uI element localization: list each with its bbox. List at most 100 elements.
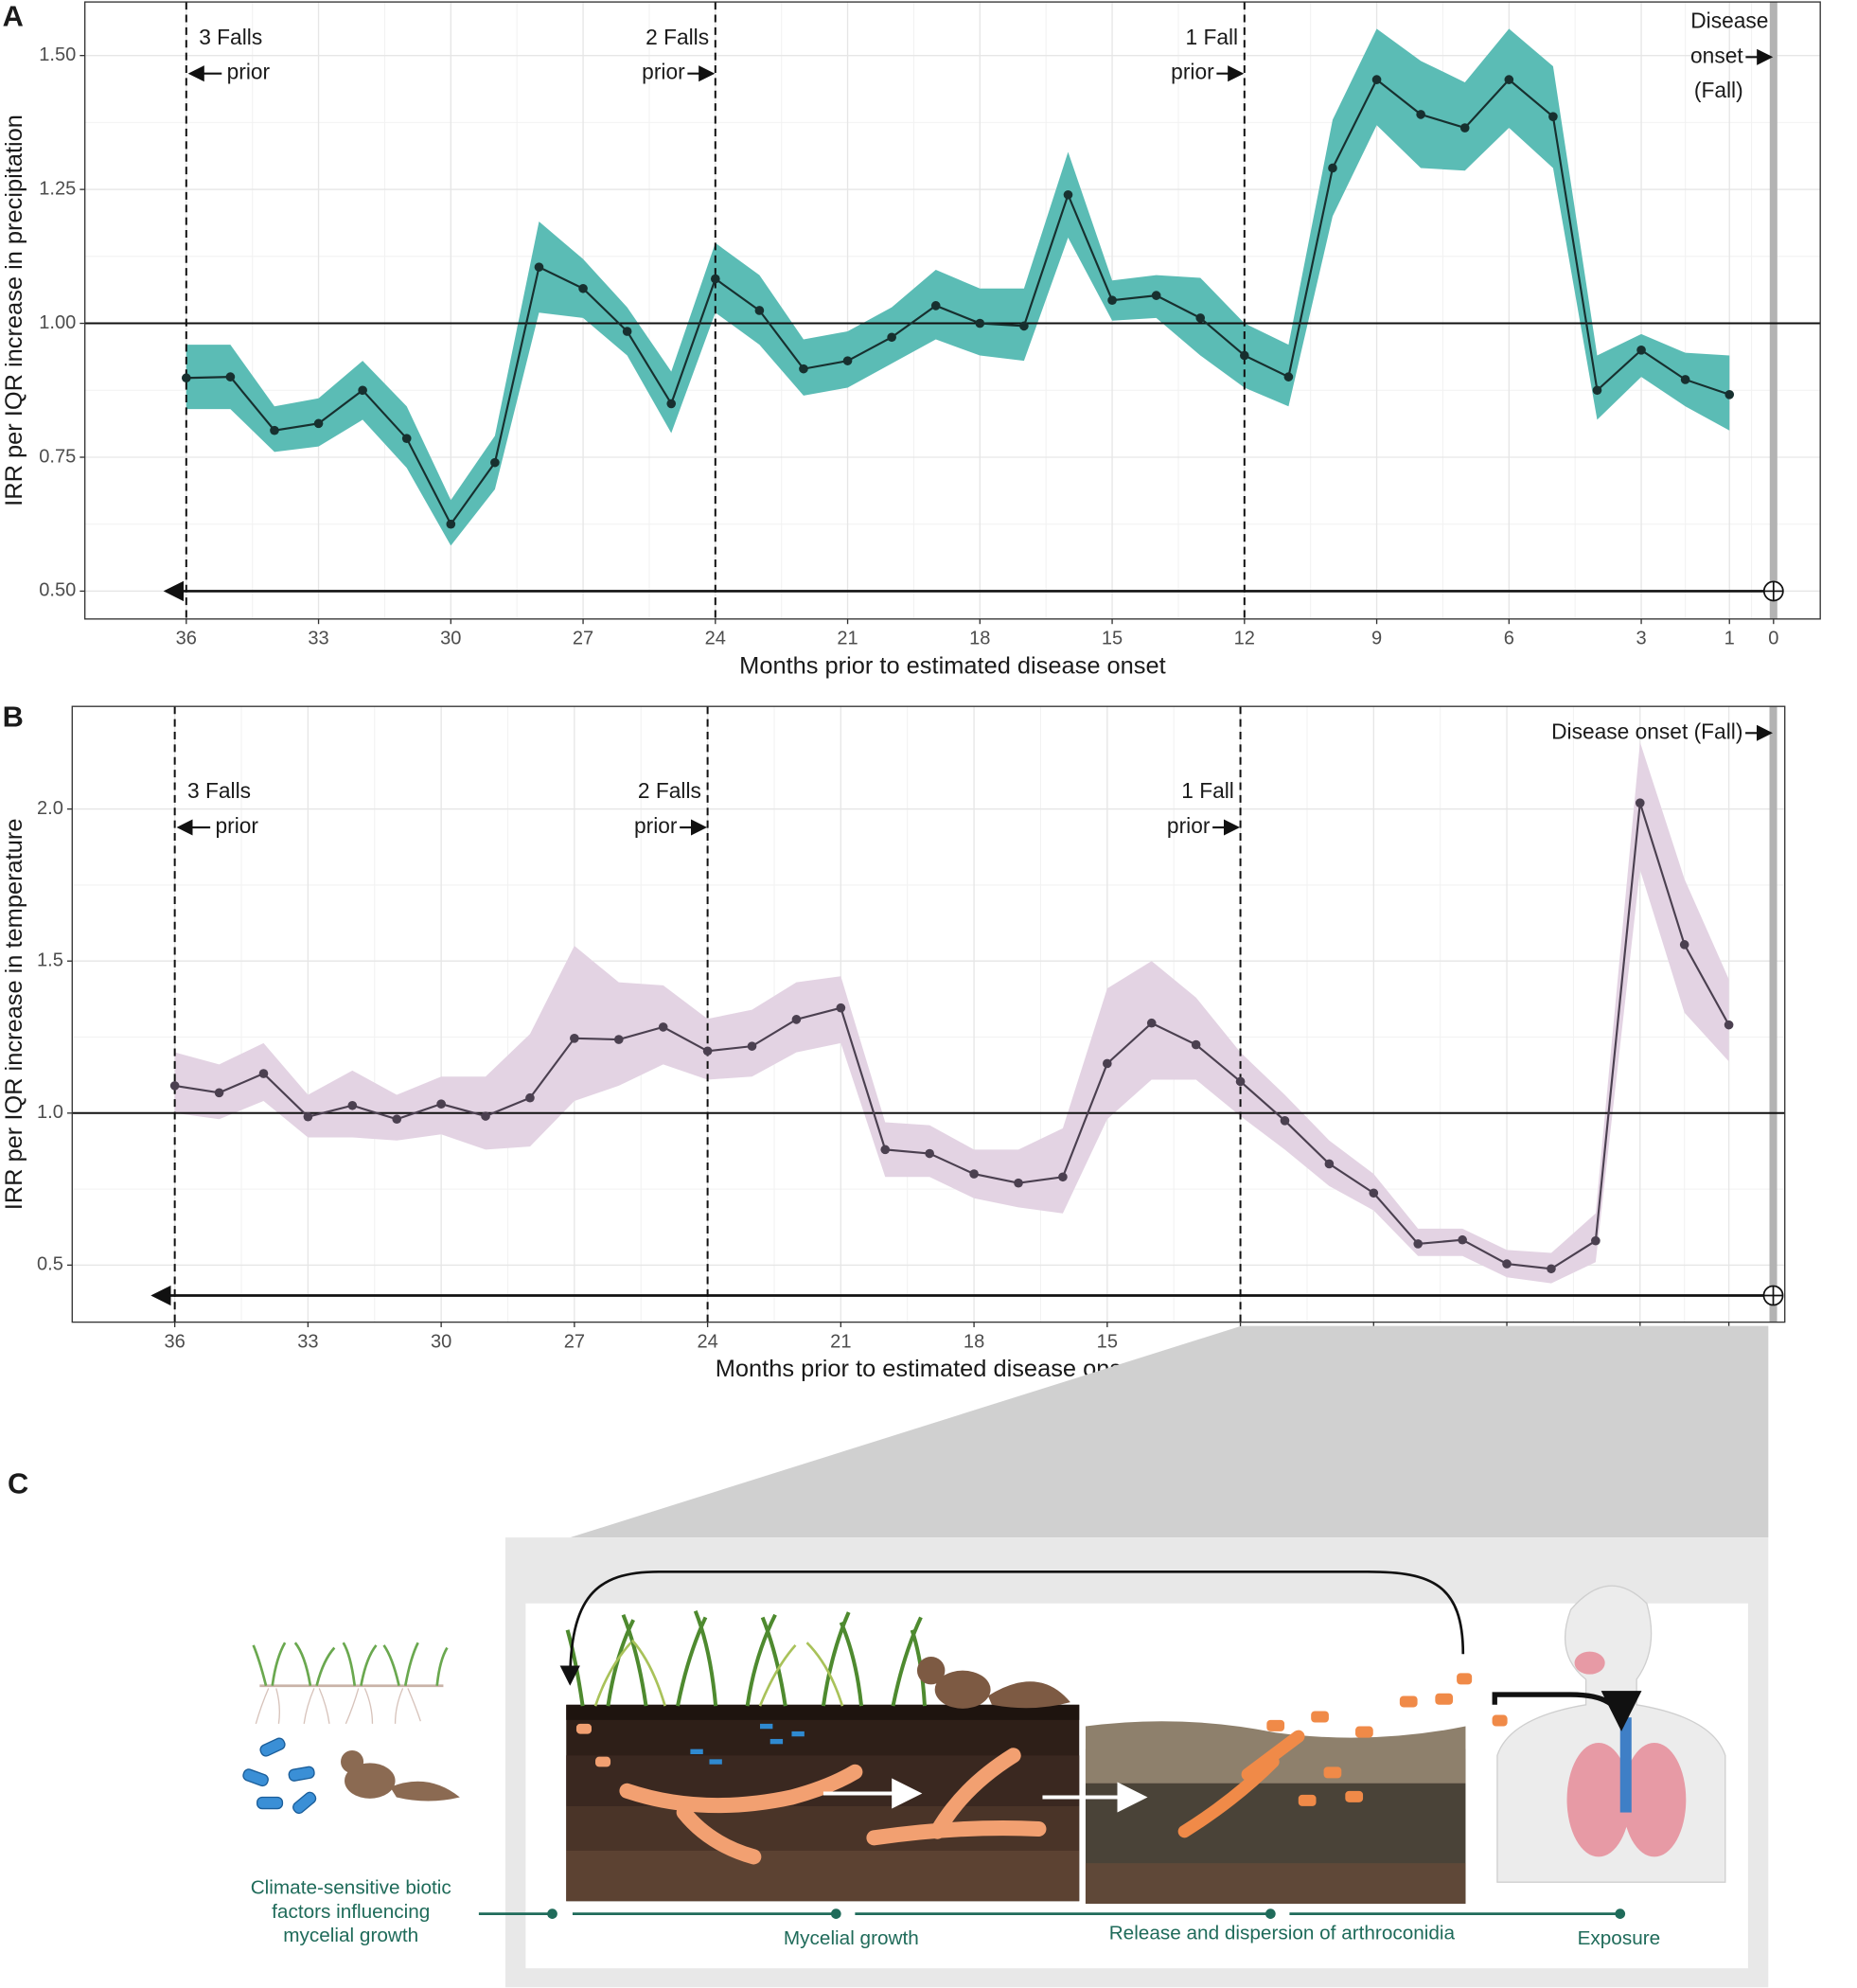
data-point — [1151, 291, 1161, 300]
annotation: prior — [215, 813, 258, 838]
data-point — [1369, 1188, 1379, 1198]
data-point — [525, 1092, 535, 1103]
data-point — [1328, 163, 1337, 173]
annotation: onset — [1690, 43, 1743, 67]
data-point — [1416, 110, 1425, 119]
data-point — [1458, 1234, 1467, 1245]
data-point — [225, 372, 236, 382]
data-point — [1547, 1264, 1556, 1274]
data-point — [1146, 1018, 1157, 1028]
data-point — [1283, 372, 1294, 382]
data-point — [836, 1003, 846, 1013]
panel-label: A — [3, 0, 24, 33]
data-point — [303, 1111, 313, 1122]
data-point — [270, 425, 279, 435]
x-tick-label: 15 — [1102, 629, 1123, 649]
data-point — [1014, 1178, 1023, 1188]
panel-label: B — [3, 701, 24, 734]
data-point — [1680, 375, 1690, 384]
x-tick-label: 33 — [308, 629, 328, 649]
data-point — [799, 364, 808, 374]
data-point — [754, 306, 765, 315]
data-point — [313, 418, 324, 429]
data-point — [975, 318, 985, 328]
data-point — [887, 332, 896, 343]
stage-label: Mycelial growth — [784, 1927, 919, 1949]
data-point — [747, 1041, 757, 1051]
data-point — [1504, 75, 1514, 84]
data-point — [1502, 1259, 1512, 1269]
data-point — [702, 1046, 713, 1056]
annotation: Disease onset (Fall) — [1551, 719, 1742, 743]
data-point — [710, 274, 720, 284]
confidence-band — [186, 28, 1730, 546]
y-tick-label: 1.0 — [37, 1102, 63, 1123]
annotation: prior — [642, 60, 685, 84]
x-tick-label: 15 — [1097, 1331, 1118, 1352]
x-tick-label: 30 — [440, 629, 461, 649]
annotation: (Fall) — [1694, 78, 1743, 102]
data-point — [1107, 295, 1117, 306]
series-line — [186, 78, 1730, 526]
annotation: prior — [1171, 60, 1214, 84]
data-point — [401, 434, 412, 444]
data-point — [358, 385, 367, 396]
data-point — [925, 1148, 934, 1159]
data-point — [658, 1022, 668, 1032]
x-tick-label: 1 — [1724, 629, 1735, 649]
annotation: Disease — [1690, 9, 1768, 33]
onset-marker-cross — [1763, 581, 1783, 601]
stage-label: Release and dispersion of arthroconidia — [1109, 1923, 1456, 1944]
data-point — [666, 399, 677, 409]
x-tick-label: 18 — [969, 629, 990, 649]
x-tick-label: 12 — [1234, 629, 1255, 649]
data-point — [1195, 313, 1206, 323]
y-tick-label: 1.5 — [37, 950, 63, 971]
data-point — [1592, 385, 1602, 396]
x-tick-label: 3 — [1636, 629, 1646, 649]
data-point — [930, 301, 941, 311]
x-tick-label: 6 — [1504, 629, 1514, 649]
data-point — [1413, 1239, 1424, 1249]
stage-label: Exposure — [1578, 1927, 1661, 1949]
annotation: 2 Falls — [646, 25, 709, 49]
data-point — [481, 1111, 490, 1121]
x-tick-label: 27 — [573, 629, 593, 649]
charts: 36 33 30 27 24 21 18 15 12 9 6 3 1 0 0.50 0.75 1.00 1.25 1… — [1, 0, 1821, 1382]
data-point — [1019, 321, 1029, 331]
data-point — [347, 1100, 358, 1110]
annotation: prior — [634, 813, 678, 838]
data-point — [1191, 1039, 1201, 1050]
x-axis-title: Months prior to estimated disease onset — [739, 652, 1166, 679]
x-tick-label: 24 — [697, 1331, 717, 1352]
data-point — [214, 1088, 224, 1098]
x-tick-label: 21 — [837, 629, 858, 649]
caption: Climate-sensitive biotic — [251, 1876, 451, 1898]
y-tick-label: 0.5 — [37, 1254, 63, 1275]
soil-block — [565, 1610, 1080, 1902]
data-point — [613, 1035, 624, 1044]
zoom-wedge — [570, 1325, 1769, 1538]
data-point — [1591, 1235, 1601, 1246]
onset-marker-cross — [1763, 1286, 1783, 1305]
data-point — [842, 356, 853, 365]
data-point — [1239, 350, 1249, 361]
data-point — [880, 1145, 891, 1155]
data-point — [392, 1114, 402, 1125]
data-point — [1724, 1020, 1734, 1030]
plot-frame — [83, 1, 1821, 620]
data-point — [1280, 1116, 1290, 1126]
annotation: prior — [1167, 813, 1211, 838]
x-tick-label: 0 — [1768, 629, 1778, 649]
y-tick-label: 1.25 — [39, 178, 76, 199]
data-point — [1636, 346, 1646, 355]
annotation: 1 Fall — [1185, 25, 1238, 49]
x-tick-label: 18 — [964, 1331, 984, 1352]
data-point — [1459, 123, 1470, 133]
cycle-arrow — [559, 1570, 1465, 1686]
data-point — [490, 457, 500, 468]
data-point — [570, 1033, 579, 1043]
panel-label: C — [8, 1466, 28, 1500]
y-tick-label: 2.0 — [37, 798, 63, 819]
